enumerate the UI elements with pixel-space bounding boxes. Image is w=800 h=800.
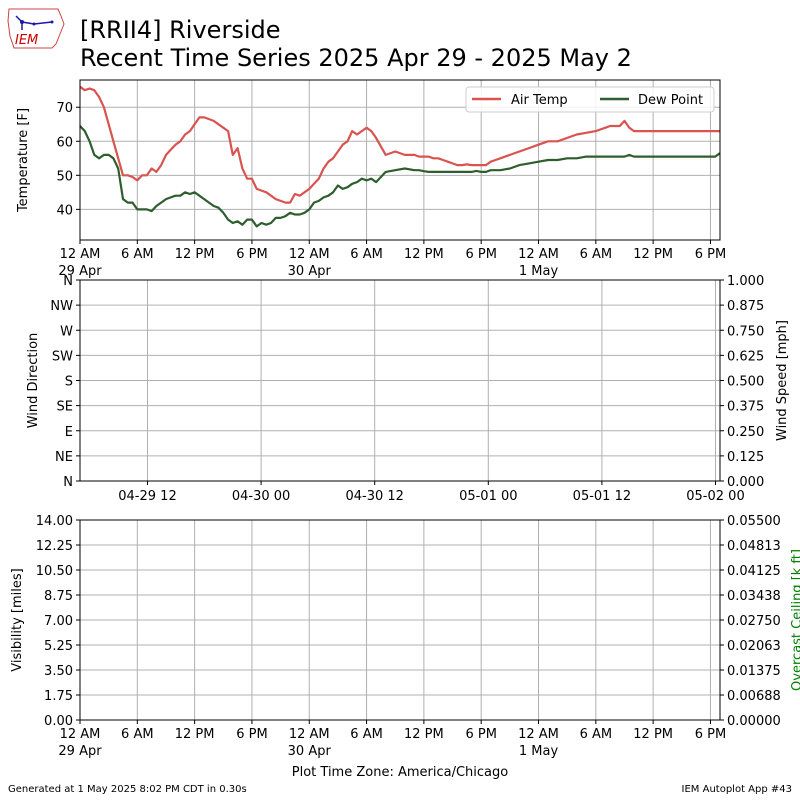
wind-dir-tick-label: SE [57,400,73,415]
legend-air-temp-label: Air Temp [511,93,568,108]
vis-x-date-label: 30 Apr [288,744,332,759]
wind-speed-tick-label: 0.125 [727,450,764,465]
temp-x-date-label: 30 Apr [288,264,332,279]
wind-x-tick-label: 04-30 12 [345,489,403,504]
vis-x-tick-label: 6 AM [121,727,154,742]
wind-speed-tick-label: 0.250 [727,425,764,440]
dew-point-line [79,125,721,228]
temp-x-tick-label: 12 PM [404,247,444,262]
temp-x-date-label: 29 Apr [58,264,102,279]
vis-x-tick-label: 12 AM [60,727,101,742]
iem-logo: IEM [6,6,66,52]
temp-x-tick-label: 12 AM [289,247,330,262]
vis-tick-label: 3.50 [44,664,73,679]
ceiling-axis-label: Overcast Ceiling [k ft] [790,549,800,691]
wind-speed-tick-label: 0.375 [727,400,764,415]
vis-tick-label: 7.00 [44,614,73,629]
temp-x-tick-label: 12 PM [633,247,673,262]
wind-x-tick-label: 05-02 00 [686,489,744,504]
vis-axes-frame [79,519,721,721]
ceiling-tick-label: 0.00000 [727,714,781,729]
vis-x-tick-label: 6 PM [236,727,267,742]
ceiling-tick-label: 0.04813 [727,539,781,554]
wind-dir-axis-label: Wind Direction [26,333,41,429]
temp-y-axis-label: Temperature [F] [16,108,31,213]
wind-dir-tick-label: W [60,324,73,339]
temp-y-tick-label: 40 [56,203,73,218]
temp-x-tick-label: 12 PM [175,247,215,262]
iowa-map-logo: IEM [7,8,65,49]
ceiling-tick-label: 0.01375 [727,664,781,679]
chart-title: [RRII4] Riverside [80,16,281,44]
temp-y-tick-label: 70 [56,101,73,116]
wind-axes-frame [79,279,721,482]
timezone-x-axis-label: Plot Time Zone: America/Chicago [292,765,508,780]
vis-tick-label: 8.75 [44,589,73,604]
temp-x-tick-label: 12 AM [60,247,101,262]
wind-dir-tick-label: NE [55,450,73,465]
legend-dew-point-label: Dew Point [638,93,703,108]
temp-x-tick-label: 6 PM [465,247,496,262]
wind-speed-tick-label: 0.500 [727,375,764,390]
vis-x-tick-label: 6 PM [695,727,726,742]
vis-tick-label: 10.50 [36,564,73,579]
wind-dir-tick-label: NW [50,299,73,314]
vis-x-date-label: 1 May [519,744,559,759]
wind-speed-axis-label: Wind Speed [mph] [775,320,790,441]
logo-text: IEM [15,33,38,48]
temp-x-tick-label: 6 AM [350,247,383,262]
vis-x-tick-label: 6 AM [350,727,383,742]
wind-dir-tick-label: E [65,425,73,440]
temp-axes-frame [79,79,721,241]
air-temp-line [79,85,720,204]
wind-speed-tick-label: 0.000 [727,475,764,490]
wind-dir-tick-label: S [65,375,73,390]
vis-axis-label: Visibility [miles] [10,568,25,671]
temp-y-tick-label: 50 [56,169,73,184]
legend-box [465,86,715,113]
ceiling-tick-label: 0.00688 [727,689,781,704]
vis-x-tick-label: 12 AM [518,727,559,742]
wind-dir-tick-label: SW [52,349,73,364]
vis-tick-label: 1.75 [44,689,73,704]
temp-x-tick-label: 6 AM [121,247,154,262]
vis-tick-label: 5.25 [44,639,73,654]
ceiling-tick-label: 0.05500 [727,514,781,529]
wind-speed-tick-label: 0.625 [727,349,764,364]
vis-tick-label: 12.25 [36,539,73,554]
wind-x-tick-label: 05-01 12 [573,489,631,504]
wind-x-tick-label: 04-29 12 [118,489,176,504]
vis-x-tick-label: 12 PM [633,727,673,742]
temp-x-tick-label: 6 AM [580,247,613,262]
wind-x-tick-label: 05-01 00 [459,489,517,504]
vis-tick-label: 14.00 [36,514,73,529]
wind-dir-tick-label: N [63,475,73,490]
temp-x-date-label: 1 May [519,264,559,279]
app-footer: IEM Autoplot App #43 [681,784,792,795]
temp-x-tick-label: 6 PM [695,247,726,262]
vis-x-tick-label: 12 PM [175,727,215,742]
wind-dir-tick-label: N [63,274,73,289]
temp-x-tick-label: 6 PM [236,247,267,262]
temp-x-tick-label: 12 AM [518,247,559,262]
vis-x-date-label: 29 Apr [58,744,102,759]
wind-speed-tick-label: 1.000 [727,274,764,289]
ceiling-tick-label: 0.04125 [727,564,781,579]
wind-speed-tick-label: 0.750 [727,324,764,339]
temp-y-tick-label: 60 [56,135,73,150]
generated-footer: Generated at 1 May 2025 8:02 PM CDT in 0… [8,784,247,795]
wind-x-tick-label: 04-30 00 [232,489,290,504]
vis-x-tick-label: 12 AM [289,727,330,742]
vis-x-tick-label: 6 PM [465,727,496,742]
ceiling-tick-label: 0.02063 [727,639,781,654]
vis-x-tick-label: 6 AM [580,727,613,742]
chart-subtitle: Recent Time Series 2025 Apr 29 - 2025 Ma… [80,44,632,72]
vis-tick-label: 0.00 [44,714,73,729]
ceiling-tick-label: 0.03438 [727,589,781,604]
vis-x-tick-label: 12 PM [404,727,444,742]
ceiling-tick-label: 0.02750 [727,614,781,629]
wind-speed-tick-label: 0.875 [727,299,764,314]
